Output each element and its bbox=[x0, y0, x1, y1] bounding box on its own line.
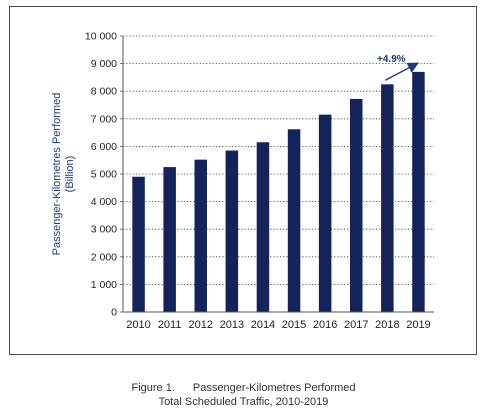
y-tick-label: 5 000 bbox=[91, 169, 117, 181]
y-tick-label: 10 000 bbox=[85, 31, 117, 43]
y-tick-label: 9 000 bbox=[91, 58, 117, 70]
x-tick-label: 2010 bbox=[126, 319, 150, 331]
x-tick-labels: 2010 2011 2012 2013 2014 2015 2016 2017 2018 2019 bbox=[126, 319, 430, 331]
x-tick-label: 2011 bbox=[158, 319, 182, 331]
y-tick-label: 1 000 bbox=[91, 279, 117, 291]
bar-2011 bbox=[163, 167, 176, 312]
bars bbox=[132, 71, 425, 312]
x-tick-label: 2014 bbox=[251, 319, 275, 331]
bar-2015 bbox=[287, 129, 301, 312]
bar-2014 bbox=[256, 142, 270, 312]
y-tick-label: 6 000 bbox=[91, 141, 117, 153]
figure-label: Figure 1. bbox=[131, 382, 175, 394]
bar-2018 bbox=[381, 84, 394, 312]
y-tick-label: 2 000 bbox=[91, 251, 117, 263]
bar-2010 bbox=[132, 176, 145, 312]
x-tick-label: 2013 bbox=[220, 319, 244, 331]
x-tick-label: 2015 bbox=[282, 319, 306, 331]
x-tick-label: 2016 bbox=[313, 319, 337, 331]
y-tick-labels: 0 1 000 2 000 3 000 4 000 5 000 6 000 7 000 8 00… bbox=[85, 31, 123, 319]
figure-title: Passenger-Kilometres Performed bbox=[192, 382, 356, 394]
bar-chart: 0 1 000 2 000 3 000 4 000 5 000 6 000 7 000 8 00… bbox=[51, 31, 434, 331]
bar-2013 bbox=[225, 150, 239, 312]
y-axis-label: Passenger-Kilometres Performed bbox=[51, 93, 63, 256]
bar-2019 bbox=[412, 71, 425, 312]
growth-annotation: +4.9% bbox=[377, 54, 406, 65]
bar-2017 bbox=[350, 98, 363, 312]
x-tick-label: 2012 bbox=[189, 319, 213, 331]
y-axis-unit-label: (Billion) bbox=[64, 156, 76, 193]
bar-2016 bbox=[318, 114, 332, 312]
x-tick-label: 2019 bbox=[406, 319, 430, 331]
chart-frame bbox=[9, 6, 477, 355]
figure-caption: Figure 1. Passenger-Kilometres Performed bbox=[0, 382, 487, 394]
figure-subtitle: Total Scheduled Traffic, 2010-2019 bbox=[158, 396, 329, 408]
y-tick-label: 4 000 bbox=[91, 196, 117, 208]
x-tick-label: 2017 bbox=[344, 319, 368, 331]
y-tick-label: 3 000 bbox=[91, 224, 117, 236]
bar-2012 bbox=[194, 159, 207, 312]
y-tick-label: 7 000 bbox=[91, 113, 117, 125]
growth-arrow bbox=[385, 62, 419, 81]
y-tick-label: 0 bbox=[111, 307, 117, 319]
y-tick-label: 8 000 bbox=[91, 86, 117, 98]
x-tick-label: 2018 bbox=[375, 319, 399, 331]
